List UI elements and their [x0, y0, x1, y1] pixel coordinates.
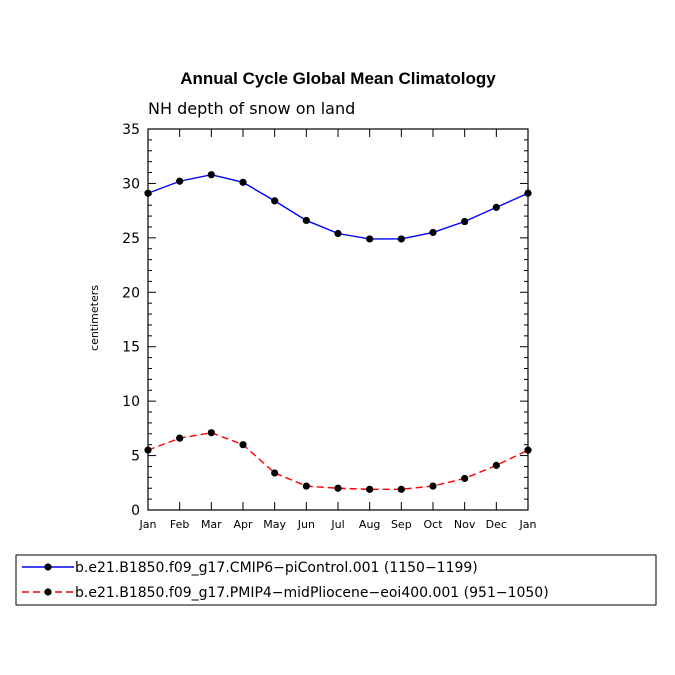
data-point	[461, 217, 469, 226]
series-line-1	[147, 174, 529, 240]
legend-label: b.e21.B1850.f09_g17.CMIP6−piControl.001 …	[75, 560, 478, 576]
data-point	[239, 178, 247, 186]
x-tick-label: Feb	[170, 518, 189, 531]
data-point	[461, 474, 469, 483]
y-tick-label: 5	[131, 449, 140, 465]
data-point	[524, 189, 532, 197]
x-tick-label: Jan	[139, 518, 157, 531]
data-point	[524, 446, 532, 454]
data-point	[271, 469, 279, 477]
y-axis: 0 5 10 15 20 25 30 35	[122, 122, 528, 519]
x-tick-label: Jan	[519, 518, 537, 531]
series-layer	[144, 171, 532, 493]
legend-marker	[44, 588, 52, 596]
data-point	[492, 203, 500, 211]
y-tick-label: 10	[122, 394, 140, 410]
y-axis-label: centimeters	[88, 285, 101, 351]
legend: b.e21.B1850.f09_g17.CMIP6−piControl.001 …	[22, 560, 549, 601]
x-tick-label: Aug	[359, 518, 380, 531]
data-point	[334, 484, 342, 492]
x-tick-label: Sep	[391, 518, 412, 531]
data-point	[207, 429, 215, 437]
data-point	[239, 441, 247, 449]
data-point	[397, 235, 405, 243]
y-tick-label: 20	[122, 285, 140, 301]
data-point	[334, 229, 342, 238]
legend-marker	[44, 563, 52, 571]
y-tick-label: 15	[122, 340, 140, 356]
x-tick-label: Oct	[423, 518, 443, 531]
legend-label: b.e21.B1850.f09_g17.PMIP4−midPliocene−eo…	[75, 585, 549, 601]
data-point	[429, 482, 437, 490]
x-tick-label: Mar	[201, 518, 222, 531]
data-point	[366, 235, 374, 243]
y-tick-label: 30	[122, 176, 140, 192]
y-tick-label: 35	[122, 122, 140, 138]
data-point	[144, 189, 152, 197]
x-tick-label: Dec	[486, 518, 507, 531]
plot-frame	[147, 128, 529, 511]
data-point	[302, 482, 310, 490]
y-tick-label: 0	[131, 503, 140, 519]
data-point	[271, 197, 279, 205]
chart-title: Annual Cycle Global Mean Climatology	[180, 69, 496, 88]
x-tick-label: Jun	[297, 518, 315, 531]
data-point	[207, 171, 215, 179]
x-tick-label: Jul	[330, 518, 344, 531]
x-tick-label: Nov	[454, 518, 476, 531]
data-point	[397, 485, 405, 493]
data-point	[176, 434, 184, 442]
data-point	[492, 461, 500, 469]
y-tick-label: 25	[122, 231, 140, 247]
data-point	[429, 228, 437, 237]
x-tick-label: May	[263, 518, 286, 531]
data-point	[366, 485, 374, 493]
x-tick-label: Apr	[233, 518, 253, 531]
series-line-2	[147, 431, 529, 491]
legend-box	[15, 554, 657, 606]
data-point	[144, 446, 152, 454]
chart-subtitle: NH depth of snow on land	[148, 99, 355, 118]
x-axis: Jan Feb Mar Apr May Jun Jul Aug Sep Oct Nov Dec Jan	[139, 129, 537, 531]
data-point	[302, 216, 310, 225]
data-point	[176, 177, 184, 185]
